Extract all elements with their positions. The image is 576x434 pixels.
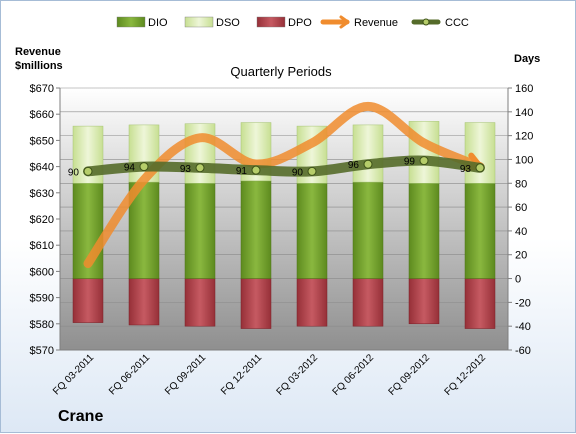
ccc-point — [419, 156, 429, 166]
ccc-label: 90 — [292, 167, 304, 178]
bar-dio — [408, 183, 440, 279]
bar-dpo — [464, 278, 496, 329]
left-tick-label: $630 — [30, 188, 54, 200]
bar-dpo — [408, 278, 440, 325]
bar-dpo — [296, 278, 328, 327]
ccc-label: 99 — [404, 157, 416, 168]
right-tick-label: 60 — [515, 202, 527, 214]
ccc-point — [475, 163, 485, 173]
x-tick-label: FQ 03-2011 — [51, 352, 96, 397]
left-tick-label: $660 — [30, 109, 54, 121]
left-tick-label: $570 — [30, 345, 54, 357]
ccc-line — [83, 155, 485, 177]
right-tick-label: -60 — [515, 345, 531, 357]
x-tick-label: FQ 09-2012 — [387, 352, 433, 398]
ccc-label: 91 — [236, 166, 248, 177]
bar-dpo — [184, 278, 216, 327]
x-tick-label: FQ 09-2011 — [163, 352, 208, 397]
right-tick-label: 20 — [515, 250, 527, 262]
bar-dso — [352, 124, 384, 183]
right-tick-label: 120 — [515, 131, 533, 143]
bar-dio — [352, 181, 384, 279]
x-tick-label: FQ 03-2012 — [275, 352, 321, 398]
bar-dso — [464, 122, 496, 184]
chart-title: Quarterly Periods — [230, 64, 332, 79]
right-tick-label: -40 — [515, 321, 531, 333]
ccc-point — [83, 166, 93, 176]
bar-dpo — [128, 278, 160, 326]
x-tick-label: FQ 12-2011 — [219, 352, 264, 397]
bar-dio — [464, 183, 496, 279]
legend-point-ccc — [422, 18, 430, 26]
bar-dpo — [72, 278, 104, 323]
legend-label-dio: DIO — [148, 17, 168, 29]
right-axis-title: Days — [514, 53, 541, 65]
legend-swatch-dpo — [256, 16, 286, 28]
legend-arrow-revenue — [339, 15, 350, 29]
company-name: Crane — [58, 408, 104, 425]
right-tick-label: 0 — [515, 274, 521, 286]
legend-label-dso: DSO — [216, 17, 240, 29]
plot-area — [60, 88, 508, 350]
ccc-point — [195, 163, 205, 173]
right-tick-label: 100 — [515, 154, 533, 166]
left-tick-label: $650 — [30, 135, 54, 147]
legend-label-revenue: Revenue — [354, 17, 398, 29]
left-tick-label: $610 — [30, 240, 54, 252]
x-tick-label: FQ 06-2012 — [331, 352, 377, 398]
left-tick-label: $620 — [30, 214, 54, 226]
right-tick-label: 80 — [515, 178, 527, 190]
bar-dpo — [240, 278, 272, 329]
revenue-line — [83, 101, 485, 269]
ccc-label: 93 — [180, 164, 192, 175]
ccc-point — [363, 159, 373, 169]
legend-swatch-dso — [184, 16, 214, 28]
right-tick-label: 160 — [515, 83, 533, 95]
bar-dio — [296, 183, 328, 279]
ccc-point — [251, 165, 261, 175]
x-tick-label: FQ 06-2011 — [107, 352, 152, 397]
left-tick-label: $590 — [30, 293, 54, 305]
ccc-label: 90 — [68, 167, 80, 178]
left-tick-label: $640 — [30, 162, 54, 174]
bar-dio — [184, 183, 216, 279]
x-tick-label: FQ 12-2012 — [443, 352, 489, 398]
right-tick-label: 140 — [515, 107, 533, 119]
ccc-label: 94 — [124, 163, 136, 174]
left-axis-title: Revenue $millions — [15, 46, 63, 72]
legend-label-dpo: DPO — [288, 17, 312, 29]
left-tick-label: $670 — [30, 83, 54, 95]
right-tick-label: -20 — [515, 297, 531, 309]
legend-label-ccc: CCC — [445, 17, 469, 29]
right-tick-label: 40 — [515, 226, 527, 238]
left-tick-label: $580 — [30, 319, 54, 331]
bar-dio — [240, 180, 272, 279]
bar-dpo — [352, 278, 384, 327]
ccc-point — [307, 166, 317, 176]
left-tick-label: $600 — [30, 266, 54, 278]
ccc-label: 96 — [348, 160, 360, 171]
ccc-label: 93 — [460, 164, 472, 175]
ccc-point — [139, 162, 149, 172]
legend-swatch-dio — [116, 16, 146, 28]
